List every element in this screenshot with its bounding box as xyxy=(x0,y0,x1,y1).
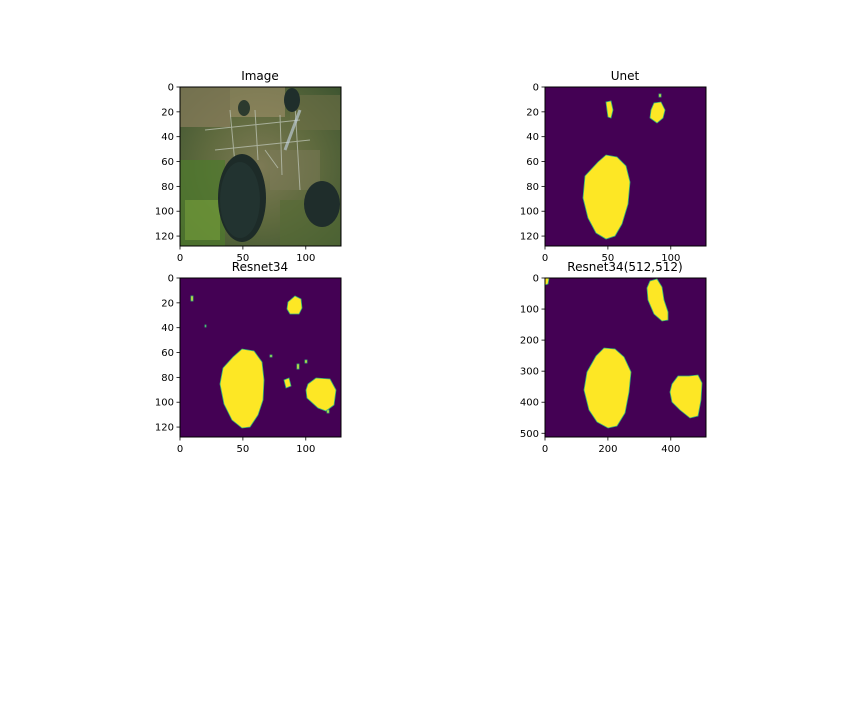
segmentation-mask xyxy=(545,87,706,246)
y-tick-label: 80 xyxy=(161,373,174,384)
y-tick-label: 20 xyxy=(161,298,174,309)
x-ticks: 0 50 100 xyxy=(177,246,315,264)
panel-title: Resnet34 xyxy=(232,260,288,274)
x-tick-label: 0 xyxy=(542,253,548,264)
y-tick-label: 60 xyxy=(526,157,539,168)
y-tick-label: 100 xyxy=(520,207,539,218)
y-tick-label: 100 xyxy=(520,305,539,316)
x-tick-label: 50 xyxy=(237,444,250,455)
x-tick-label: 200 xyxy=(598,444,617,455)
y-tick-label: 0 xyxy=(168,83,174,94)
y-tick-label: 0 xyxy=(168,274,174,285)
y-tick-label: 40 xyxy=(161,323,174,334)
y-tick-label: 300 xyxy=(520,367,539,378)
y-tick-label: 80 xyxy=(161,182,174,193)
segmentation-mask xyxy=(544,277,706,437)
x-tick-label: 0 xyxy=(177,253,183,264)
y-tick-label: 500 xyxy=(520,429,539,440)
axis-frame xyxy=(179,277,342,438)
y-tick-label: 40 xyxy=(526,132,539,143)
x-ticks: 0 50 100 xyxy=(542,246,680,264)
panel-resnet34: Resnet34 0 20 40 60 80 100 120 0 50 100 xyxy=(155,260,342,455)
x-tick-label: 400 xyxy=(661,444,680,455)
y-ticks: 0 20 40 60 80 100 120 xyxy=(520,83,545,243)
aerial-image xyxy=(180,87,341,246)
x-tick-label: 0 xyxy=(177,444,183,455)
axis-frame xyxy=(179,86,342,247)
segmentation-mask xyxy=(180,278,341,437)
y-tick-label: 120 xyxy=(155,423,174,434)
x-tick-label: 100 xyxy=(296,444,315,455)
x-tick-label: 100 xyxy=(296,253,315,264)
y-tick-label: 120 xyxy=(155,232,174,243)
y-ticks: 0 100 200 300 400 500 xyxy=(520,274,545,440)
y-tick-label: 60 xyxy=(161,348,174,359)
y-tick-label: 60 xyxy=(161,157,174,168)
x-ticks: 0 50 100 xyxy=(177,437,315,455)
y-tick-label: 120 xyxy=(520,232,539,243)
y-ticks: 0 20 40 60 80 100 120 xyxy=(155,83,180,243)
panel-resnet34-512: Resnet34(512,512) 0 100 200 300 400 500 0 200 4… xyxy=(520,260,707,455)
axis-frame xyxy=(544,86,707,247)
panel-unet: Unet 0 20 40 60 80 100 120 0 50 100 xyxy=(520,69,707,264)
panel-title: Resnet34(512,512) xyxy=(567,260,682,274)
panel-title: Unet xyxy=(611,69,640,83)
y-tick-label: 100 xyxy=(155,398,174,409)
x-tick-label: 50 xyxy=(602,253,615,264)
y-tick-label: 400 xyxy=(520,398,539,409)
y-tick-label: 80 xyxy=(526,182,539,193)
y-tick-label: 200 xyxy=(520,336,539,347)
axis-frame xyxy=(544,277,707,438)
x-ticks: 0 200 400 xyxy=(542,437,680,455)
y-tick-label: 20 xyxy=(161,107,174,118)
panel-title: Image xyxy=(241,69,279,83)
y-tick-label: 0 xyxy=(533,274,539,285)
y-tick-label: 0 xyxy=(533,83,539,94)
y-tick-label: 40 xyxy=(161,132,174,143)
panel-image: Image xyxy=(155,69,342,264)
y-tick-label: 20 xyxy=(526,107,539,118)
y-ticks: 0 20 40 60 80 100 120 xyxy=(155,274,180,434)
x-tick-label: 50 xyxy=(237,253,250,264)
x-tick-label: 100 xyxy=(661,253,680,264)
y-tick-label: 100 xyxy=(155,207,174,218)
x-tick-label: 0 xyxy=(542,444,548,455)
